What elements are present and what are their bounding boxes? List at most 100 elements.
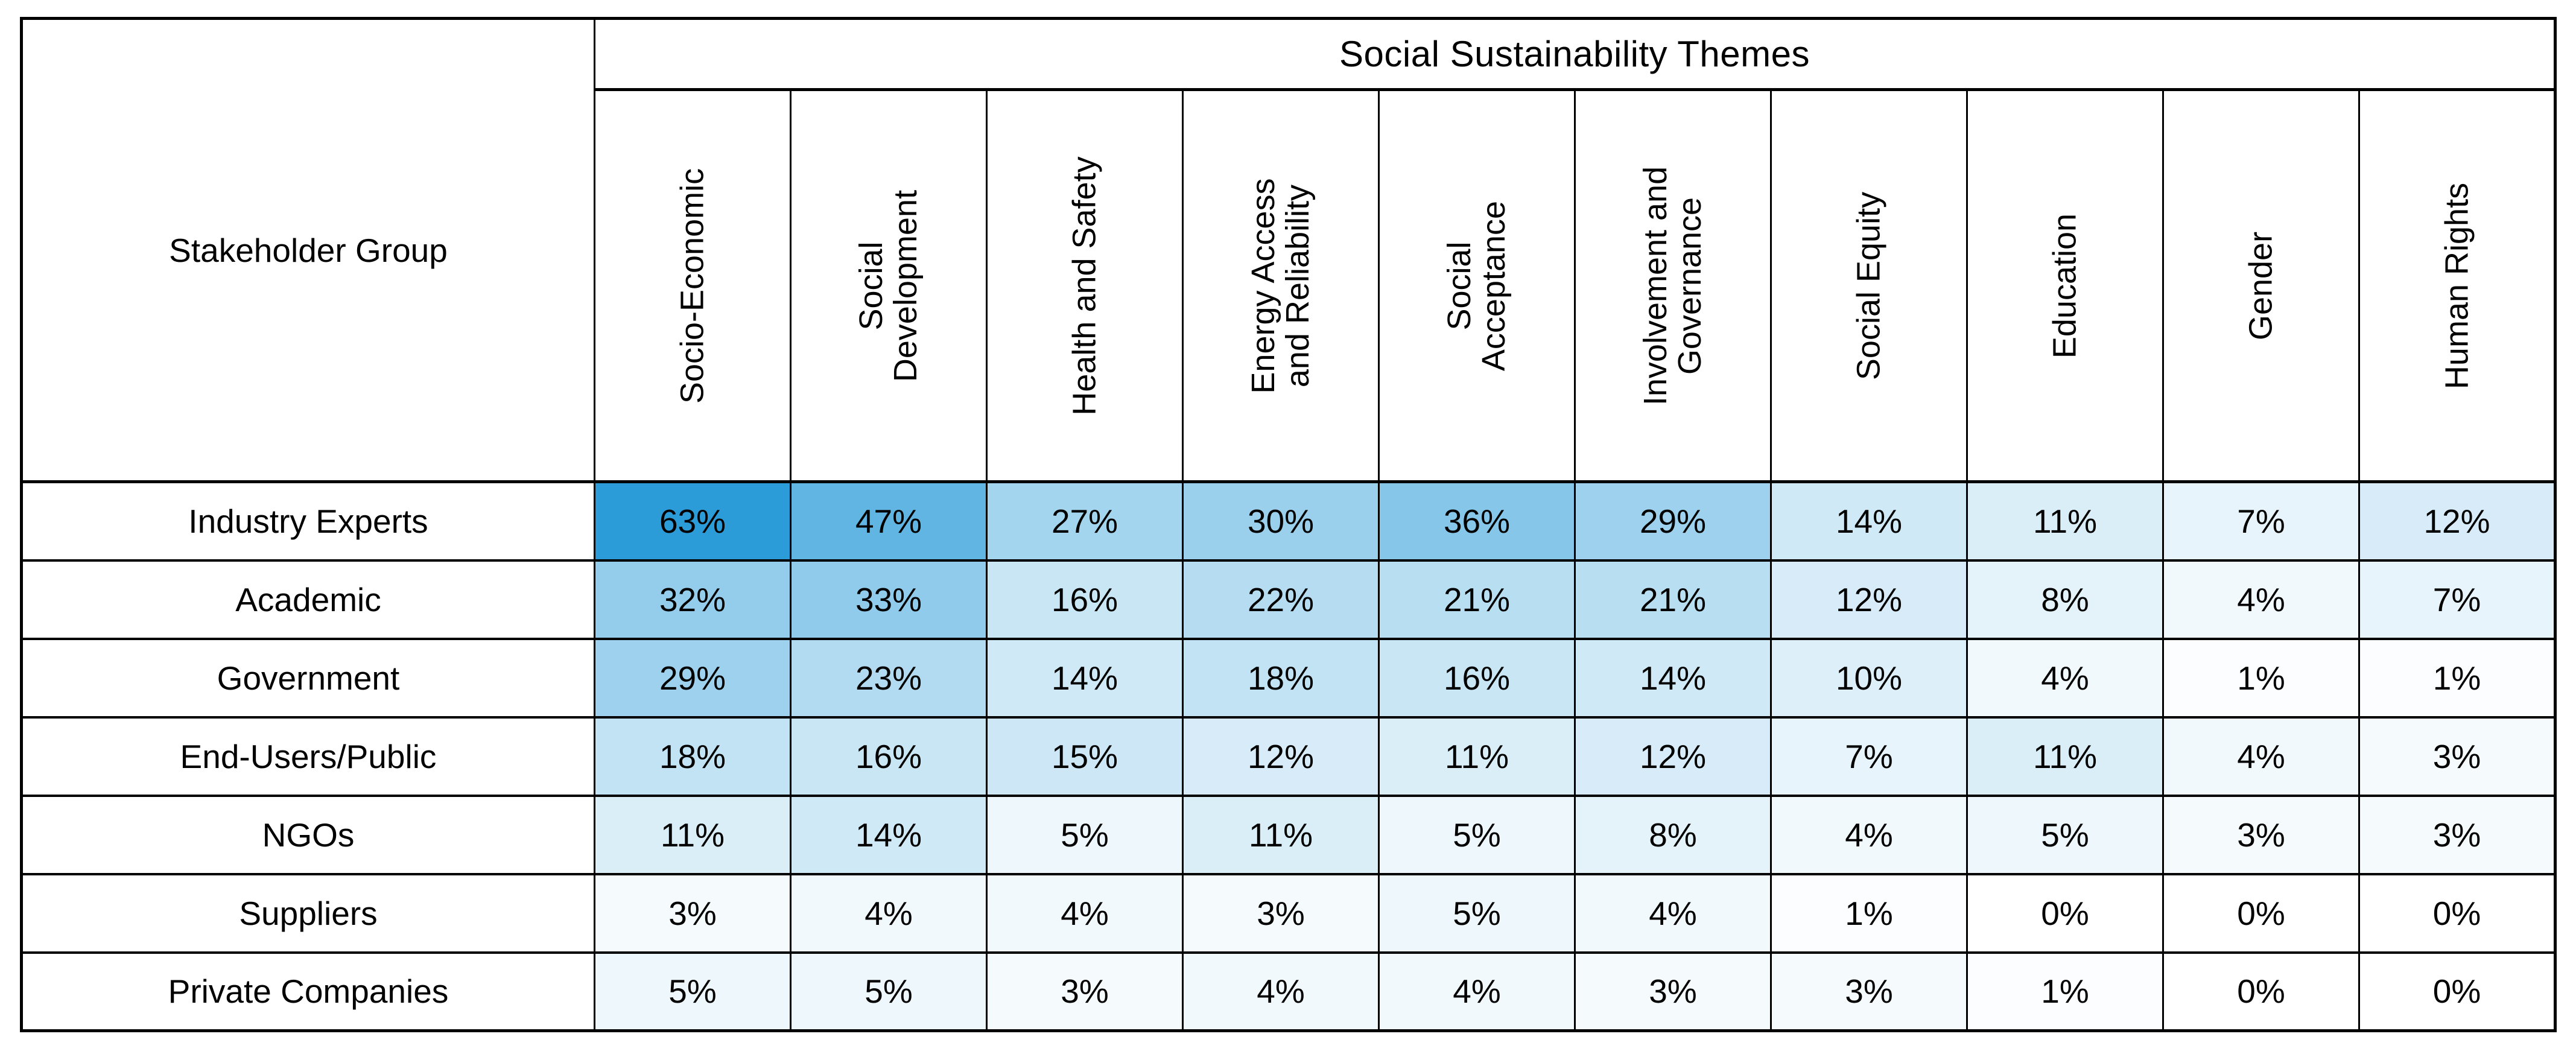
table-row-suppliers: Suppliers 3% 4% 4% 3% 5% 4% 1% 0% 0% 0% [21,872,2556,954]
heatmap-cell-academic-human-rights: 7% [2358,559,2556,640]
heatmap-cell-private-companies-involvement-and-governance: 3% [1574,951,1772,1032]
heatmap-cell-suppliers-health-and-safety: 4% [986,872,1184,954]
heatmap-cell-government-energy-access-and-reliability: 18% [1182,637,1380,719]
heatmap-cell-end-users-public-energy-access-and-reliability: 12% [1182,716,1380,797]
column-header-label: Involvement and Governance [1637,166,1708,405]
heatmap-cell-end-users-public-health-and-safety: 15% [986,716,1184,797]
column-header-label: Education [2046,213,2083,358]
heatmap-cell-industry-experts-social-acceptance: 36% [1378,480,1576,562]
heatmap-cell-industry-experts-involvement-and-governance: 29% [1574,480,1772,562]
table-row-ngos: NGOs 11% 14% 5% 11% 5% 8% 4% 5% 3% 3% [21,794,2556,875]
heatmap-cell-suppliers-energy-access-and-reliability: 3% [1182,872,1380,954]
heatmap-cell-government-social-equity: 10% [1770,637,1968,719]
table-row-government: Government 29% 23% 14% 18% 16% 14% 10% 4% 1% 1% [21,637,2556,719]
heatmap-cell-academic-health-and-safety: 16% [986,559,1184,640]
heatmap-cell-government-human-rights: 1% [2358,637,2556,719]
column-header-energy-access-and-reliability: Energy Access and Reliability [1182,88,1380,483]
column-header-gender: Gender [2162,88,2360,483]
column-header-label: Energy Access and Reliability [1245,177,1316,394]
column-header-label: Social Equity [1850,191,1887,380]
row-label-private-companies: Private Companies [21,951,595,1032]
heatmap-cell-end-users-public-social-acceptance: 11% [1378,716,1576,797]
column-header-social-equity: Social Equity [1770,88,1968,483]
heatmap-cell-industry-experts-socio-economic: 63% [594,480,792,562]
heatmap-cell-private-companies-human-rights: 0% [2358,951,2556,1032]
heatmap-cell-industry-experts-human-rights: 12% [2358,480,2556,562]
column-header-involvement-and-governance: Involvement and Governance [1574,88,1772,483]
row-label-end-users-public: End-Users/Public [21,716,595,797]
heatmap-cell-government-socio-economic: 29% [594,637,792,719]
table-title: Social Sustainability Themes [594,17,2556,91]
heatmap-cell-academic-socio-economic: 32% [594,559,792,640]
heatmap-cell-suppliers-gender: 0% [2162,872,2360,954]
heatmap-cell-government-health-and-safety: 14% [986,637,1184,719]
heatmap-cell-private-companies-social-equity: 3% [1770,951,1968,1032]
heatmap-cell-private-companies-education: 1% [1966,951,2164,1032]
heatmap-cell-private-companies-socio-economic: 5% [594,951,792,1032]
column-header-human-rights: Human Rights [2358,88,2556,483]
heatmap-cell-end-users-public-education: 11% [1966,716,2164,797]
heatmap-cell-academic-social-acceptance: 21% [1378,559,1576,640]
heatmap-cell-ngos-social-acceptance: 5% [1378,794,1576,875]
heatmap-cell-ngos-involvement-and-governance: 8% [1574,794,1772,875]
heatmap-cell-suppliers-human-rights: 0% [2358,872,2556,954]
heatmap-cell-academic-energy-access-and-reliability: 22% [1182,559,1380,640]
heatmap-cell-industry-experts-health-and-safety: 27% [986,480,1184,562]
table-row-academic: Academic 32% 33% 16% 22% 21% 21% 12% 8% 4% 7% [21,559,2556,640]
column-header-education: Education [1966,88,2164,483]
heatmap-cell-suppliers-socio-economic: 3% [594,872,792,954]
heatmap-cell-private-companies-social-development: 5% [790,951,988,1032]
heatmap-cell-ngos-social-equity: 4% [1770,794,1968,875]
column-header-row: Socio-Economic Social Development Health a… [22,88,2556,483]
heatmap-table-page: Stakeholder Group Social Sustainability … [20,17,2557,1032]
column-header-label: Social Development [852,189,924,382]
heatmap-cell-end-users-public-social-development: 16% [790,716,988,797]
heatmap-cell-ngos-energy-access-and-reliability: 11% [1182,794,1380,875]
row-label-government: Government [21,637,595,719]
heatmap-cell-ngos-gender: 3% [2162,794,2360,875]
header-banner-row: Stakeholder Group Social Sustainability … [21,17,2556,483]
table-row-industry-experts: Industry Experts 63% 47% 27% 30% 36% 29% 14% 11%… [21,480,2556,562]
row-label-industry-experts: Industry Experts [21,480,595,562]
column-header-label: Socio-Economic [674,168,711,404]
heatmap-cell-ngos-health-and-safety: 5% [986,794,1184,875]
table-row-private-companies: Private Companies 5% 5% 3% 4% 4% 3% 3% 1% 0% 0% [21,951,2556,1032]
heatmap-cell-industry-experts-education: 11% [1966,480,2164,562]
heatmap-cell-private-companies-social-acceptance: 4% [1378,951,1576,1032]
heatmap-cell-suppliers-involvement-and-governance: 4% [1574,872,1772,954]
heatmap-cell-academic-social-equity: 12% [1770,559,1968,640]
heatmap-cell-government-gender: 1% [2162,637,2360,719]
heatmap-cell-government-social-development: 23% [790,637,988,719]
heatmap-cell-industry-experts-social-development: 47% [790,480,988,562]
heatmap-cell-private-companies-health-and-safety: 3% [986,951,1184,1032]
heatmap-cell-industry-experts-energy-access-and-reliability: 30% [1182,480,1380,562]
heatmap-cell-end-users-public-human-rights: 3% [2358,716,2556,797]
row-label-ngos: NGOs [21,794,595,875]
column-header-label: Health and Safety [1066,156,1103,416]
column-header-socio-economic: Socio-Economic [594,88,792,483]
heatmap-cell-government-social-acceptance: 16% [1378,637,1576,719]
heatmap-cell-private-companies-gender: 0% [2162,951,2360,1032]
heatmap-cell-academic-gender: 4% [2162,559,2360,640]
heatmap-cell-industry-experts-social-equity: 14% [1770,480,1968,562]
table-row-end-users-public: End-Users/Public 18% 16% 15% 12% 11% 12% 7% 11% 4… [21,716,2556,797]
heatmap-cell-academic-education: 8% [1966,559,2164,640]
social-sustainability-table: Stakeholder Group Social Sustainability … [20,17,2557,1032]
heatmap-cell-suppliers-social-equity: 1% [1770,872,1968,954]
heatmap-cell-ngos-human-rights: 3% [2358,794,2556,875]
column-header-label: Gender [2242,231,2279,340]
column-header-health-and-safety: Health and Safety [986,88,1184,483]
heatmap-cell-suppliers-social-acceptance: 5% [1378,872,1576,954]
column-header-social-acceptance: Social Acceptance [1378,88,1576,483]
heatmap-cell-private-companies-energy-access-and-reliability: 4% [1182,951,1380,1032]
heatmap-cell-government-involvement-and-governance: 14% [1574,637,1772,719]
heatmap-cell-academic-involvement-and-governance: 21% [1574,559,1772,640]
row-label-suppliers: Suppliers [21,872,595,954]
heatmap-cell-suppliers-education: 0% [1966,872,2164,954]
corner-header-stakeholder-group: Stakeholder Group [21,17,595,483]
heatmap-cell-ngos-social-development: 14% [790,794,988,875]
heatmap-cell-end-users-public-socio-economic: 18% [594,716,792,797]
heatmap-cell-academic-social-development: 33% [790,559,988,640]
heatmap-cell-ngos-education: 5% [1966,794,2164,875]
heatmap-cell-end-users-public-gender: 4% [2162,716,2360,797]
